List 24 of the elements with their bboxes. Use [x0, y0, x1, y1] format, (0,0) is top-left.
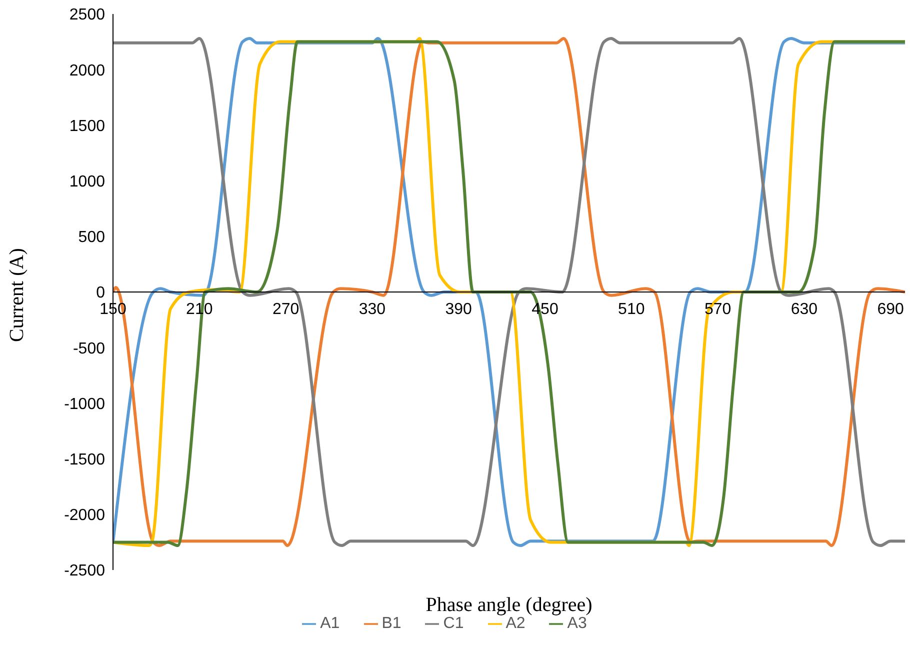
x-tick-label: 630 — [790, 301, 818, 318]
y-tick-label: 500 — [78, 229, 106, 246]
legend-label: B1 — [382, 615, 402, 632]
y-tick-label: -2500 — [64, 562, 106, 580]
y-axis-title: Current (A) — [6, 248, 28, 342]
y-tick-label: -1000 — [64, 396, 106, 413]
y-tick-label: -1500 — [64, 451, 106, 468]
x-tick-label: 390 — [445, 301, 472, 318]
legend-label: A1 — [320, 615, 340, 632]
legend-label: A2 — [506, 615, 526, 632]
x-tick-label: 270 — [272, 301, 300, 318]
x-tick-label: 510 — [618, 301, 645, 318]
y-tick-label: 2000 — [69, 62, 106, 80]
y-tick-label: 1500 — [69, 118, 106, 135]
x-tick-label: 690 — [877, 301, 904, 318]
y-tick-label: 2500 — [69, 6, 106, 24]
x-tick-label: 330 — [358, 301, 386, 318]
legend-label: C1 — [443, 615, 464, 632]
y-tick-label: -2000 — [64, 507, 106, 524]
y-tick-label: 1000 — [69, 173, 106, 190]
x-axis-title: Phase angle (degree) — [426, 594, 592, 616]
y-tick-label: 0 — [96, 284, 106, 302]
y-tick-label: -500 — [72, 340, 106, 358]
legend-label: A3 — [567, 615, 587, 632]
